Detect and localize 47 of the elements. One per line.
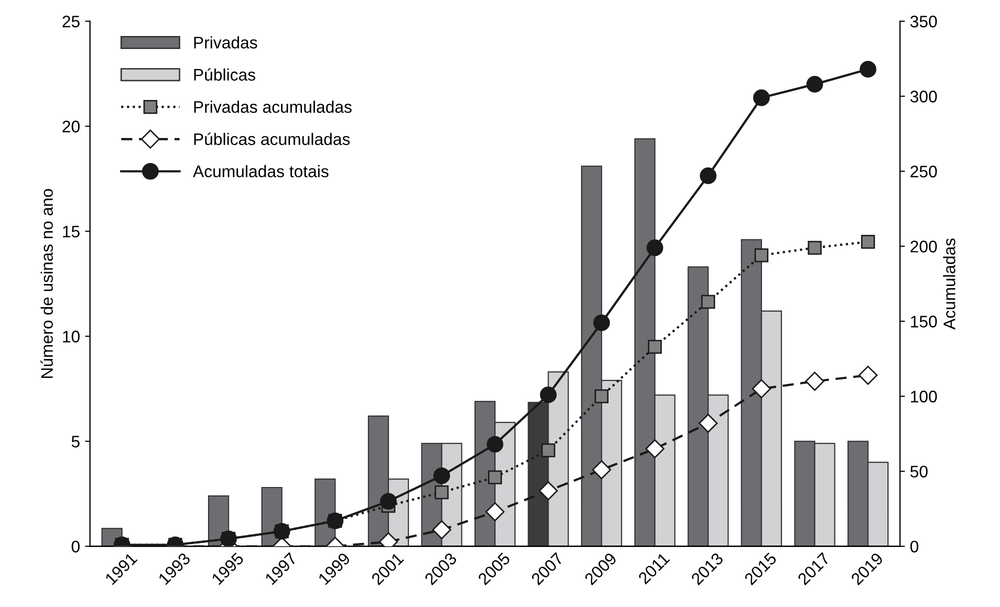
y2-tick-label: 100 (910, 390, 937, 402)
y2-tick-label: 50 (910, 466, 928, 478)
point (594, 389, 609, 404)
y-tick-label: 20 (62, 120, 80, 132)
point (645, 439, 664, 458)
y2-tick-label: 250 (910, 166, 937, 178)
point (646, 239, 664, 256)
point (541, 443, 556, 458)
y2-tick-label: 0 (910, 540, 918, 553)
point (754, 248, 768, 262)
point (592, 460, 612, 480)
point (808, 240, 822, 255)
point (434, 485, 449, 500)
y2-tick-label: 300 (910, 90, 937, 102)
y-tick-label: 25 (62, 16, 80, 28)
legend-label: Públicas (194, 68, 256, 81)
point (700, 167, 716, 184)
y2-tick-label: 150 (910, 316, 937, 328)
point (432, 520, 452, 540)
point (488, 470, 502, 484)
point (538, 481, 558, 500)
point (861, 234, 875, 249)
legend-label: Privadas (194, 36, 258, 48)
point (380, 492, 397, 510)
y2-axis-title: Acumuladas (943, 238, 956, 330)
legend-label: Públicas acumuladas (194, 132, 350, 146)
point (752, 379, 771, 398)
legend-label: Acumuladas totais (192, 165, 328, 178)
point (540, 386, 557, 404)
point (753, 89, 770, 106)
y2-tick-label: 350 (910, 16, 937, 28)
y-tick-label: 5 (72, 436, 80, 448)
point (698, 414, 718, 433)
y-axis-title: Número de usinas no ano (40, 189, 53, 378)
y-tick-label: 10 (63, 330, 80, 342)
y2-tick-label: 200 (910, 240, 937, 252)
point (485, 502, 505, 522)
point (648, 340, 662, 354)
y-tick-label: 0 (72, 540, 80, 553)
point (806, 76, 824, 93)
y-tick-label: 15 (63, 226, 80, 238)
point (433, 467, 450, 484)
point (486, 436, 504, 453)
point (860, 60, 876, 78)
point (701, 294, 716, 309)
legend-label: Privadas acumuladas (194, 100, 352, 113)
point (593, 314, 610, 332)
